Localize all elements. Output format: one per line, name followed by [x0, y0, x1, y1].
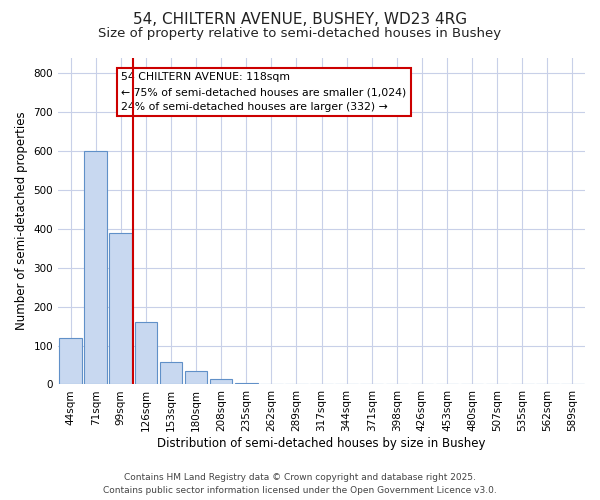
X-axis label: Distribution of semi-detached houses by size in Bushey: Distribution of semi-detached houses by … [157, 437, 486, 450]
Bar [185, 371, 208, 384]
Text: Contains HM Land Registry data © Crown copyright and database right 2025.
Contai: Contains HM Land Registry data © Crown c… [103, 474, 497, 495]
Text: Size of property relative to semi-detached houses in Bushey: Size of property relative to semi-detach… [98, 28, 502, 40]
Bar [210, 378, 232, 384]
Bar [235, 382, 257, 384]
Text: 54, CHILTERN AVENUE, BUSHEY, WD23 4RG: 54, CHILTERN AVENUE, BUSHEY, WD23 4RG [133, 12, 467, 28]
Y-axis label: Number of semi-detached properties: Number of semi-detached properties [15, 112, 28, 330]
Bar [160, 362, 182, 384]
Bar [85, 151, 107, 384]
Bar [109, 232, 132, 384]
Bar [134, 322, 157, 384]
Text: 54 CHILTERN AVENUE: 118sqm
← 75% of semi-detached houses are smaller (1,024)
24%: 54 CHILTERN AVENUE: 118sqm ← 75% of semi… [121, 72, 407, 112]
Bar [59, 338, 82, 384]
